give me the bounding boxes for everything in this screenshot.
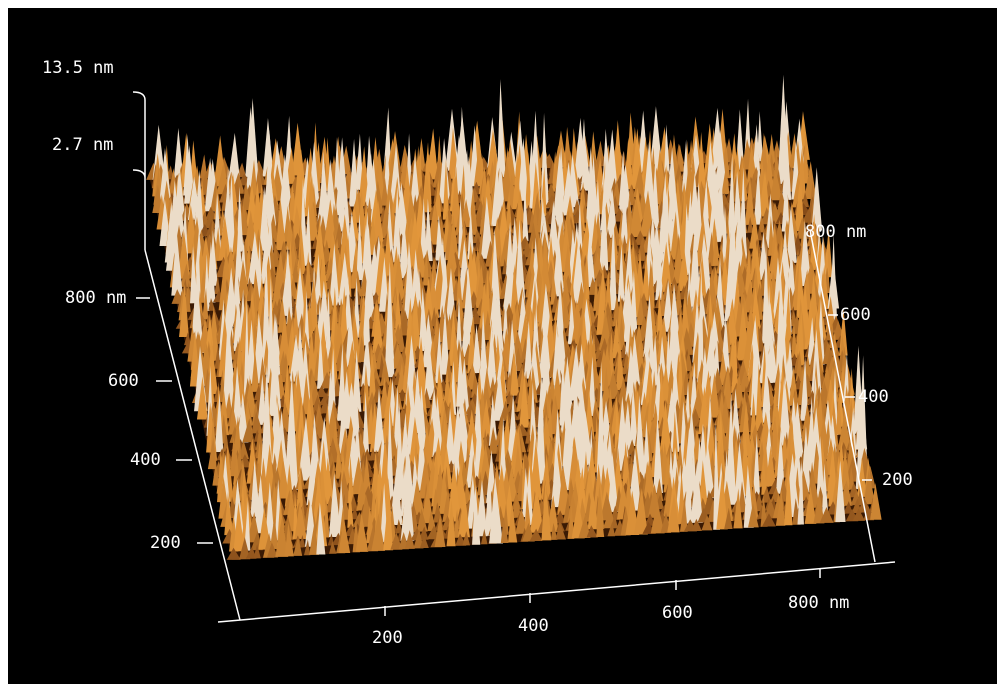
bottom-tick-label: 200 — [372, 628, 403, 648]
right-tick-label: 800 nm — [805, 222, 866, 242]
bottom-tick-label: 800 nm — [788, 593, 849, 613]
bottom-tick-label: 400 — [518, 616, 549, 636]
right-tick-label: 200 — [882, 470, 913, 490]
left-tick-label: 200 — [150, 533, 181, 553]
left-tick-label: 800 nm — [65, 288, 126, 308]
right-tick-label: 600 — [840, 305, 871, 325]
left-tick-label: 400 — [130, 450, 161, 470]
left-tick-label: 600 — [108, 371, 139, 391]
z-max-label: 13.5 nm — [42, 58, 114, 78]
z-mid-label: 2.7 nm — [52, 135, 113, 155]
right-tick-label: 400 — [858, 387, 889, 407]
bottom-tick-label: 600 — [662, 603, 693, 623]
